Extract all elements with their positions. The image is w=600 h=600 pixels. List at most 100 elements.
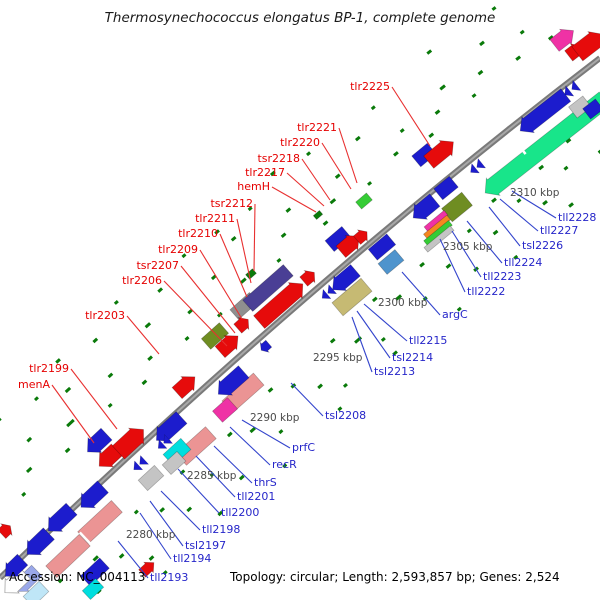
gene-label-blue[interactable]: tll2198 — [202, 523, 240, 536]
gene-glyph[interactable] — [161, 451, 187, 475]
gene-label-blue[interactable]: tll2223 — [483, 270, 521, 283]
gene-glyph[interactable] — [212, 397, 238, 423]
gene-arrow-glyph[interactable] — [335, 235, 360, 258]
feature-tick — [513, 254, 519, 260]
gene-glyph[interactable] — [81, 578, 105, 600]
gene-arrow-glyph[interactable] — [214, 335, 239, 359]
gene-glyph[interactable] — [45, 533, 91, 579]
gene-chevron-glyph[interactable] — [133, 454, 150, 471]
gene-label-blue[interactable]: tll2200 — [221, 506, 259, 519]
gene-glyph[interactable] — [377, 249, 405, 275]
accession-text: Accession: NC_004113 — [9, 570, 146, 584]
feature-tick — [214, 229, 220, 235]
gene-label-red[interactable]: tlr2203 — [85, 309, 125, 322]
feature-tick — [57, 578, 63, 584]
feature-tick — [238, 474, 245, 481]
gene-arrow-glyph[interactable] — [571, 31, 600, 62]
gene-label-red[interactable]: tsr2212 — [210, 197, 253, 210]
gene-label-blue[interactable]: tsl2208 — [325, 409, 366, 422]
gene-arrow-glyph[interactable] — [26, 527, 55, 556]
gene-arrow-glyph[interactable] — [519, 88, 572, 134]
scale-label: 2305 kbp — [443, 241, 493, 253]
gene-label-red[interactable]: tlr2199 — [29, 362, 69, 375]
gene-label-blue[interactable]: tsl2197 — [185, 539, 226, 552]
gene-glyph[interactable] — [80, 557, 110, 587]
gene-arrow-glyph[interactable] — [299, 269, 316, 287]
gene-arrow-glyph[interactable] — [0, 523, 13, 539]
gene-label-blue[interactable]: recR — [272, 458, 297, 471]
gene-label-red[interactable]: tlr2220 — [280, 136, 320, 149]
gene-glyph[interactable] — [200, 322, 230, 350]
gene-chevron-glyph[interactable] — [321, 284, 338, 299]
gene-glyph[interactable] — [367, 233, 397, 261]
feature-tick — [354, 135, 361, 142]
gene-arrow-glyph[interactable] — [156, 411, 188, 442]
gene-arrow-glyph[interactable] — [332, 264, 361, 291]
feature-tick — [107, 372, 114, 379]
gene-glyph[interactable] — [312, 210, 324, 220]
gene-label-red[interactable]: tlr2206 — [122, 274, 162, 287]
gene-label-red[interactable]: hemH — [237, 180, 270, 193]
gene-label-blue[interactable]: tll2228 — [558, 211, 596, 224]
gene-chevron-glyph[interactable] — [157, 433, 174, 449]
gene-arrow-glyph[interactable] — [80, 480, 109, 509]
gene-glyph[interactable] — [242, 264, 294, 312]
gene-label-red[interactable]: tlr2217 — [245, 166, 285, 179]
leader-line-blue — [401, 271, 441, 316]
gene-glyph[interactable] — [433, 175, 459, 201]
gene-arrow-glyph[interactable] — [412, 193, 441, 220]
gene-glyph[interactable] — [423, 225, 455, 253]
gene-glyph[interactable] — [582, 98, 600, 120]
feature-tick — [141, 379, 148, 386]
gene-arrow-glyph[interactable] — [233, 316, 250, 334]
gene-arrow-glyph[interactable] — [5, 553, 29, 577]
scale-label: 2310 kbp — [510, 187, 560, 199]
gene-label-blue[interactable]: thrS — [254, 476, 277, 489]
gene-label-red[interactable]: tlr2211 — [195, 212, 235, 225]
leader-line-red — [236, 218, 252, 284]
feature-tick — [380, 336, 386, 342]
gene-label-blue[interactable]: tll2193 — [150, 571, 188, 584]
gene-label-blue[interactable]: tsl2214 — [392, 351, 433, 364]
gene-arrow-glyph[interactable] — [353, 229, 368, 245]
gene-label-blue[interactable]: tsl2226 — [522, 239, 563, 252]
gene-arrow-glyph[interactable] — [253, 282, 304, 329]
gene-glyph[interactable] — [355, 192, 373, 210]
gene-arrow-glyph[interactable] — [48, 502, 78, 532]
gene-glyph[interactable] — [331, 277, 373, 317]
gene-chevron-glyph[interactable] — [470, 157, 487, 174]
gene-label-blue[interactable]: tll2227 — [540, 224, 578, 237]
gene-arrow-glyph[interactable] — [87, 427, 113, 453]
gene-label-red[interactable]: menA — [18, 378, 50, 391]
gene-label-blue[interactable]: tll2194 — [173, 552, 211, 565]
gene-arrow-glyph[interactable] — [259, 339, 273, 353]
gene-glyph[interactable] — [245, 268, 257, 280]
gene-label-blue[interactable]: tsl2213 — [374, 365, 415, 378]
gene-label-red[interactable]: tsr2218 — [257, 152, 300, 165]
feature-tick — [92, 555, 99, 562]
feature-tick — [491, 197, 497, 203]
gene-arrow-glyph[interactable] — [549, 28, 574, 52]
gene-label-blue[interactable]: tll2201 — [237, 490, 275, 503]
gene-label-red[interactable]: tlr2210 — [178, 227, 218, 240]
gene-arrow-glyph[interactable] — [217, 365, 250, 396]
gene-label-red[interactable]: tlr2221 — [297, 121, 337, 134]
leader-line-blue — [177, 468, 220, 514]
gene-arrow-glyph[interactable] — [171, 376, 196, 400]
feature-tick — [393, 151, 399, 157]
gene-chevron-glyph[interactable] — [564, 79, 582, 97]
gene-label-red[interactable]: tlr2225 — [350, 80, 390, 93]
gene-label-blue[interactable]: argC — [442, 308, 468, 321]
gene-label-red[interactable]: tsr2207 — [136, 259, 179, 272]
leader-line-blue — [195, 455, 236, 498]
feature-tick — [479, 40, 485, 47]
gene-label-blue[interactable]: tll2224 — [504, 256, 542, 269]
gene-arrow-glyph[interactable] — [423, 140, 454, 169]
gene-arrow-glyph[interactable] — [111, 427, 144, 460]
gene-label-blue[interactable]: tll2215 — [409, 334, 447, 347]
gene-label-blue[interactable]: tll2222 — [467, 285, 505, 298]
gene-label-red[interactable]: tlr2209 — [158, 243, 198, 256]
leader-line-red — [70, 368, 118, 430]
gene-glyph[interactable] — [137, 464, 165, 492]
gene-label-blue[interactable]: prfC — [292, 441, 315, 454]
